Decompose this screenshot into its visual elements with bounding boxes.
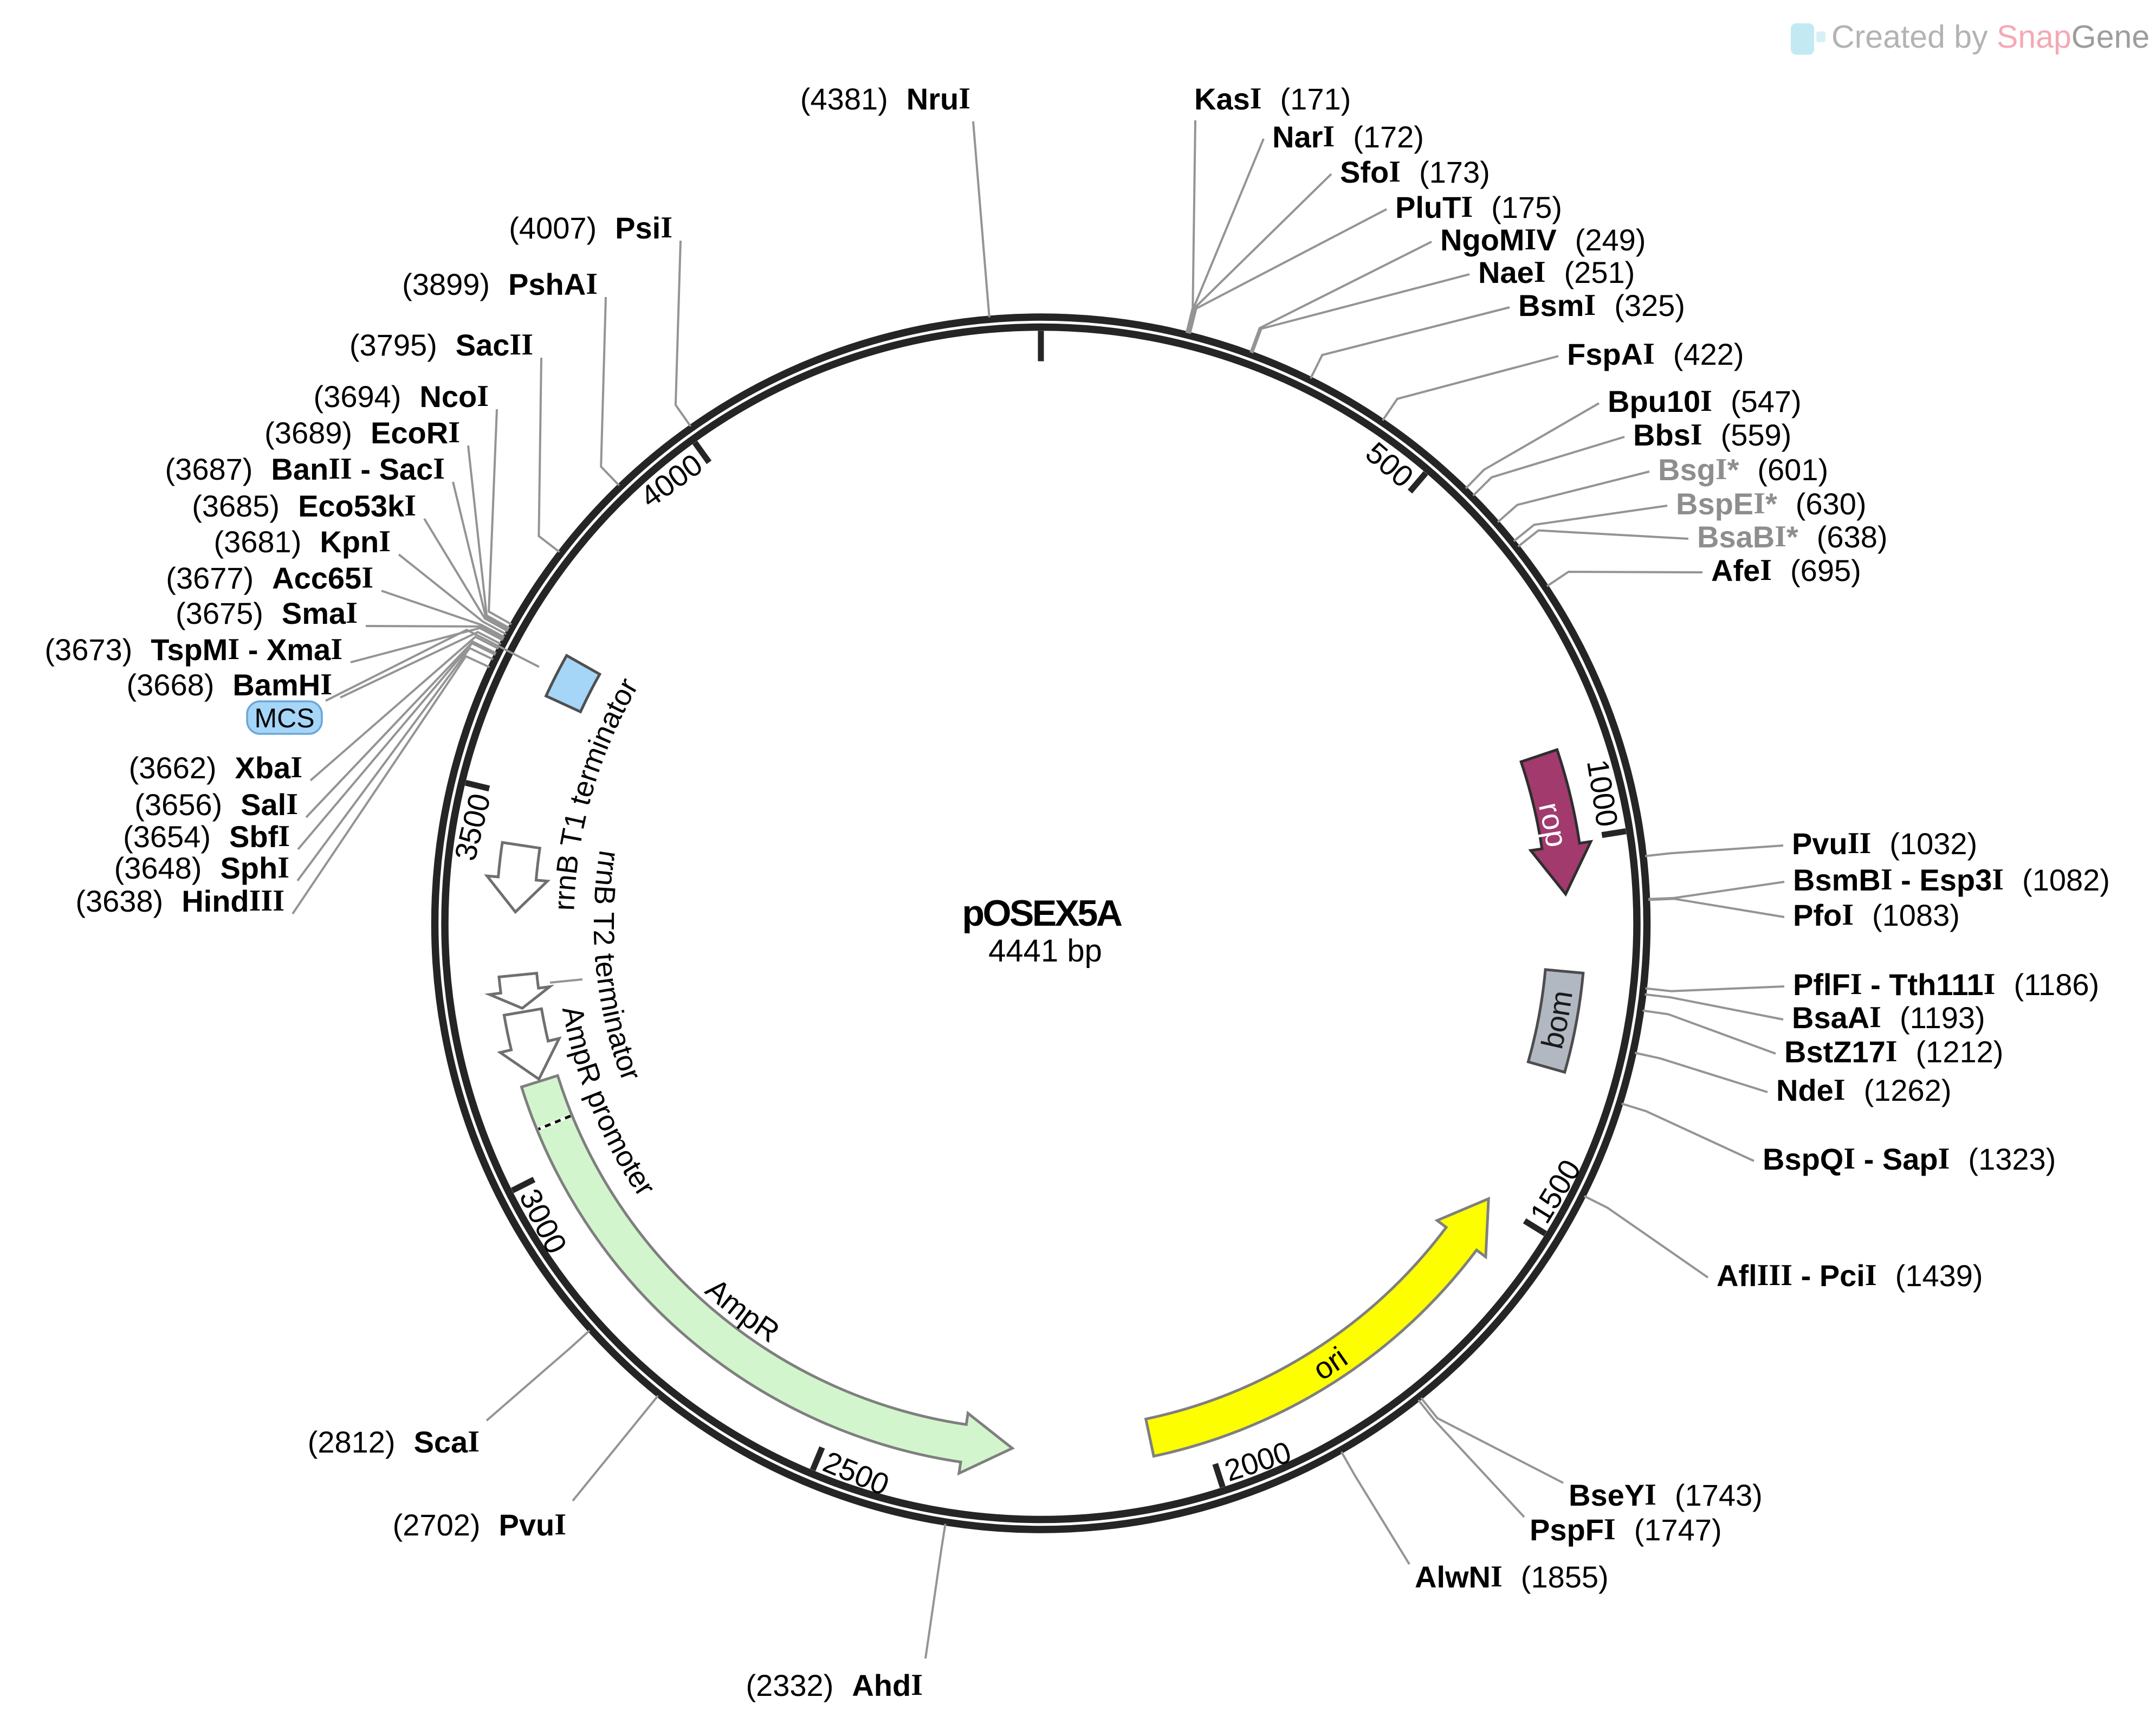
svg-text:Bpu10I(547): Bpu10I (547) [1608,384,1802,418]
svg-text:BbsI(559): BbsI (559) [1633,418,1791,452]
svg-text:rop: rop [1532,799,1574,850]
svg-text:NarI(172): NarI (172) [1272,120,1424,154]
svg-text:NdeI(1262): NdeI (1262) [1776,1073,1951,1107]
svg-text:(3654)SbfI: (3654) SbfI [123,819,290,854]
svg-text:BspQI - SapI(1323): BspQI - SapI (1323) [1763,1142,2056,1176]
svg-text:(3648)SphI: (3648) SphI [114,851,289,885]
svg-text:(3668)BamHI: (3668) BamHI [127,668,333,702]
svg-text:PfoI(1083): PfoI (1083) [1793,898,1960,932]
svg-text:AflIII - PciI(1439): AflIII - PciI (1439) [1717,1259,1983,1293]
svg-text:NgoMIV(249): NgoMIV (249) [1440,223,1646,257]
svg-text:(3795)SacII: (3795) SacII [349,328,533,362]
svg-text:(3675)SmaI: (3675) SmaI [176,596,358,630]
svg-text:BsaAI(1193): BsaAI (1193) [1792,1001,1985,1035]
svg-text:(3656)SalI: (3656) SalI [134,788,298,822]
svg-text:(4381)NruI: (4381) NruI [800,82,970,116]
svg-text:PflFI - Tth111I(1186): PflFI - Tth111I (1186) [1793,967,2099,1002]
svg-text:(3899)PshAI: (3899) PshAI [402,267,598,301]
svg-text:PvuII(1032): PvuII (1032) [1792,827,1977,861]
svg-text:BsgI*(601): BsgI* (601) [1658,453,1828,487]
svg-text:(3687)BanII - SacI: (3687) BanII - SacI [165,452,445,486]
svg-text:FspAI(422): FspAI (422) [1567,337,1744,371]
svg-text:BseYI(1743): BseYI (1743) [1569,1478,1763,1512]
svg-text:(3677)Acc65I: (3677) Acc65I [166,561,373,595]
svg-text:(3638)HindIII: (3638) HindIII [75,884,284,918]
svg-text:(3694)NcoI: (3694) NcoI [314,379,489,414]
svg-text:BsmBI - Esp3I(1082): BsmBI - Esp3I (1082) [1793,863,2110,897]
svg-text:PspFI(1747): PspFI (1747) [1530,1513,1722,1547]
svg-text:NaeI(251): NaeI (251) [1478,255,1635,289]
svg-text:Created by SnapGene: Created by SnapGene [1831,19,2149,55]
svg-text:SfoI(173): SfoI (173) [1340,155,1490,189]
svg-text:BsmI(325): BsmI (325) [1518,288,1685,322]
svg-text:pOSEX5A: pOSEX5A [962,893,1122,934]
svg-text:(3689)EcoRI: (3689) EcoRI [264,416,460,450]
svg-text:MCS: MCS [254,703,314,733]
svg-text:(3673)TspMI - XmaI: (3673) TspMI - XmaI [44,633,342,667]
svg-text:(3685)Eco53kI: (3685) Eco53kI [192,489,416,523]
svg-text:(3662)XbaI: (3662) XbaI [129,751,302,785]
svg-text:BstZ17I(1212): BstZ17I (1212) [1784,1035,2003,1069]
svg-text:(2332)AhdI: (2332) AhdI [746,1668,923,1702]
svg-text:KasI(171): KasI (171) [1194,82,1351,116]
svg-text:(3681)KpnI: (3681) KpnI [213,525,391,559]
svg-text:PluTI(175): PluTI (175) [1395,190,1562,224]
svg-text:AlwNI(1855): AlwNI (1855) [1415,1560,1609,1594]
svg-text:AfeI(695): AfeI (695) [1711,553,1861,588]
svg-text:BspEI*(630): BspEI* (630) [1676,487,1866,521]
svg-text:4441 bp: 4441 bp [988,933,1102,969]
svg-text:BsaBI*(638): BsaBI* (638) [1697,520,1888,554]
svg-text:(4007)PsiI: (4007) PsiI [509,211,672,245]
svg-text:(2812)ScaI: (2812) ScaI [308,1425,480,1459]
svg-text:(2702)PvuI: (2702) PvuI [393,1508,566,1542]
